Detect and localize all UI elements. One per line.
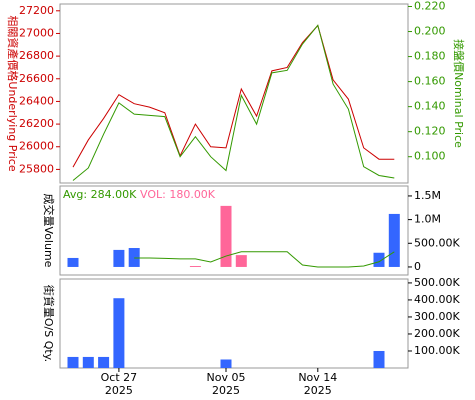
y-tick-label: 1.0M xyxy=(414,213,441,226)
y-tick-label: 26200 xyxy=(19,117,54,130)
bar xyxy=(373,252,385,267)
y-tick-label: 400.00K xyxy=(414,293,460,306)
bar xyxy=(235,255,247,267)
y-tick-label: 0.140 xyxy=(414,100,446,113)
bar xyxy=(82,356,94,368)
avg-label: Avg: 284.00K xyxy=(63,188,137,201)
y-tick-label: 0.180 xyxy=(414,50,446,63)
line xyxy=(72,24,395,181)
y-tick-label: 25800 xyxy=(19,162,54,175)
x-tick-label: Oct 27 xyxy=(101,371,138,384)
bar xyxy=(220,359,232,368)
x-tick-label: 2025 xyxy=(105,384,133,397)
y-tick-label: 0.220 xyxy=(414,0,446,13)
x-tick-label: 2025 xyxy=(304,384,332,397)
bar xyxy=(220,205,232,267)
bar xyxy=(67,257,79,267)
x-tick-label: Nov 05 xyxy=(207,371,246,384)
panel-frame xyxy=(59,185,409,276)
line xyxy=(134,251,395,268)
axis-label: 成交量Volume xyxy=(42,194,56,268)
y-tick-label: 26000 xyxy=(19,140,54,153)
y-tick-label: 26600 xyxy=(19,72,54,85)
bar xyxy=(113,249,125,267)
axis-label: 接盤價Nominal Price xyxy=(452,39,466,148)
axis-label: 相關資產價格Underlying Price xyxy=(6,15,20,171)
panel-frame xyxy=(59,278,409,369)
bar xyxy=(373,350,385,368)
y-tick-label: 1.5M xyxy=(414,189,441,202)
y-tick-label: 500.00K xyxy=(414,236,460,249)
y-tick-label: 0.100 xyxy=(414,150,446,163)
y-tick-label: 26800 xyxy=(19,49,54,62)
bar xyxy=(189,266,201,267)
panel-frame xyxy=(59,3,409,184)
y-tick-label: 26400 xyxy=(19,94,54,107)
axis-label: 街貨量O/S Qty. xyxy=(42,285,56,362)
bar xyxy=(113,298,125,368)
bar xyxy=(67,356,79,368)
y-tick-label: 500.00K xyxy=(414,276,460,289)
y-tick-label: 0 xyxy=(414,260,421,273)
y-tick-label: 0.120 xyxy=(414,125,446,138)
vol-label: VOL: 180.00K xyxy=(140,188,216,201)
bar xyxy=(98,356,110,368)
y-tick-label: 300.00K xyxy=(414,310,460,323)
y-tick-label: 27200 xyxy=(19,4,54,17)
line xyxy=(72,24,395,168)
y-tick-label: 27000 xyxy=(19,26,54,39)
x-tick-label: 2025 xyxy=(212,384,240,397)
y-tick-label: 0.160 xyxy=(414,75,446,88)
y-tick-label: 200.00K xyxy=(414,327,460,340)
y-tick-label: 0.200 xyxy=(414,25,446,38)
x-tick-label: Nov 14 xyxy=(298,371,337,384)
y-tick-label: 100.00K xyxy=(414,344,460,357)
bar xyxy=(388,213,400,267)
